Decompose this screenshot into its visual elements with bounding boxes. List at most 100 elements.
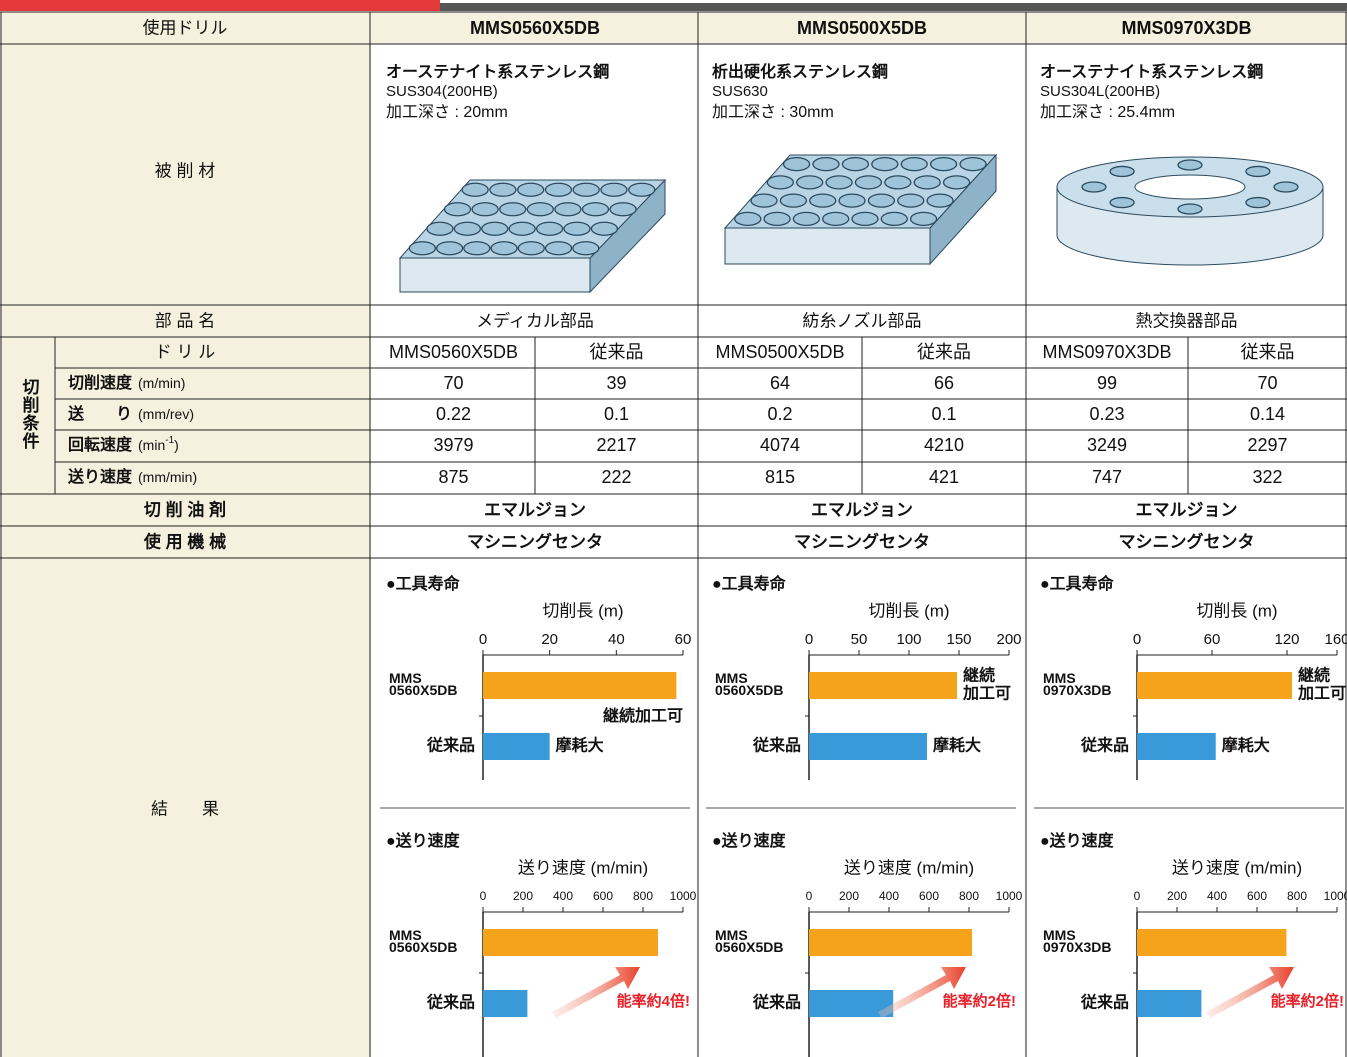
x-tick-label: 600 bbox=[593, 889, 613, 903]
illustration bbox=[909, 211, 938, 227]
drill-cell: MMS0970X3DB bbox=[1042, 342, 1171, 362]
value-cell: 747 bbox=[1092, 467, 1122, 487]
category-label: 従来品 bbox=[1080, 736, 1129, 755]
bar bbox=[1137, 733, 1216, 760]
drill-cell: 従来品 bbox=[1241, 342, 1295, 362]
x-tick-label: 400 bbox=[1207, 889, 1227, 903]
illustration bbox=[841, 156, 870, 172]
value-cell: 0.1 bbox=[931, 404, 956, 424]
category-label: 0560X5DB bbox=[715, 939, 784, 955]
value-cell: 70 bbox=[1257, 373, 1277, 393]
illustration bbox=[590, 221, 619, 236]
value-cell: 875 bbox=[438, 467, 468, 487]
x-tick-label: 120 bbox=[1274, 631, 1299, 648]
callout-arrow bbox=[878, 967, 966, 1018]
axis-title: 切削長 (m) bbox=[542, 601, 623, 620]
value-cell: 0.22 bbox=[436, 404, 471, 424]
x-tick-label: 20 bbox=[541, 631, 558, 648]
row-label-name: 切削速度 bbox=[68, 373, 133, 392]
value-cell: 64 bbox=[770, 373, 790, 393]
axis-title: 切削長 (m) bbox=[1196, 601, 1277, 620]
illustration bbox=[508, 221, 536, 236]
row-label-unit: (mm/min) bbox=[138, 469, 197, 485]
illustration bbox=[526, 202, 554, 217]
chart-title: ●工具寿命 bbox=[712, 574, 787, 593]
x-tick-label: 100 bbox=[896, 631, 921, 648]
value-cell: 2297 bbox=[1247, 435, 1287, 455]
callout-arrow bbox=[1206, 967, 1294, 1018]
illustration bbox=[535, 221, 564, 236]
header-row-bg bbox=[371, 12, 1347, 44]
illustration bbox=[443, 202, 472, 217]
row-label: 使 用 機 械 bbox=[143, 531, 226, 551]
illustration bbox=[517, 182, 545, 197]
bar bbox=[809, 672, 957, 699]
value-cell: 4074 bbox=[760, 435, 800, 455]
cell: エマルジョン bbox=[484, 500, 586, 519]
axis-title: 送り速度 (m/min) bbox=[1172, 858, 1302, 877]
x-tick-label: 40 bbox=[608, 631, 625, 648]
illustration bbox=[609, 202, 637, 217]
illustration bbox=[435, 241, 464, 256]
illustration bbox=[600, 182, 628, 197]
part-name: メディカル部品 bbox=[476, 310, 594, 330]
category-label: 従来品 bbox=[752, 993, 801, 1012]
category-label: 従来品 bbox=[1080, 993, 1129, 1012]
bar bbox=[1137, 672, 1292, 699]
illustration bbox=[563, 221, 591, 236]
illustration bbox=[628, 182, 656, 197]
callout: 能率約2倍! bbox=[943, 992, 1016, 1010]
illustration bbox=[489, 182, 517, 197]
x-tick-label: 400 bbox=[553, 889, 573, 903]
x-tick-label: 400 bbox=[879, 889, 899, 903]
x-tick-label: 1000 bbox=[1324, 889, 1347, 903]
cell: エマルジョン bbox=[1136, 500, 1238, 519]
material-grade: SUS304L(200HB) bbox=[1040, 83, 1160, 100]
illustration bbox=[766, 175, 794, 190]
machining-depth: 加工深さ : 20mm bbox=[386, 103, 508, 121]
row-label-unit: (mm/rev) bbox=[138, 406, 194, 422]
x-tick-label: 200 bbox=[996, 631, 1021, 648]
callout-arrow bbox=[552, 967, 640, 1018]
machining-depth: 加工深さ : 30mm bbox=[712, 103, 834, 121]
category-label: 0560X5DB bbox=[715, 682, 784, 698]
material-name: オーステナイト系ステンレス鋼 bbox=[1040, 62, 1263, 81]
category-label: 0560X5DB bbox=[389, 939, 458, 955]
annotation: 摩耗大 bbox=[556, 736, 604, 755]
axis-title: 送り速度 (m/min) bbox=[518, 858, 648, 877]
value-cell: 2217 bbox=[596, 435, 636, 455]
annotation: 摩耗大 bbox=[933, 736, 981, 755]
illustration bbox=[1177, 203, 1203, 215]
annotation: 摩耗大 bbox=[1222, 736, 1270, 755]
x-tick-label: 1000 bbox=[670, 889, 697, 903]
illustration bbox=[900, 156, 928, 172]
illustration bbox=[490, 241, 518, 256]
x-tick-label: 800 bbox=[633, 889, 653, 903]
row-label: 送 り (mm/rev) bbox=[67, 404, 194, 423]
part-name: 紡糸ノズル部品 bbox=[803, 311, 922, 330]
row-label-name: 回転速度 bbox=[68, 435, 133, 454]
x-tick-label: 50 bbox=[851, 631, 868, 648]
x-tick-label: 200 bbox=[1167, 889, 1187, 903]
illustration bbox=[809, 193, 837, 208]
illustration bbox=[913, 175, 941, 190]
value-cell: 0.23 bbox=[1089, 404, 1124, 424]
group-label: 切削条件 bbox=[20, 378, 41, 450]
value-cell: 39 bbox=[606, 373, 626, 393]
illustration bbox=[929, 156, 958, 172]
chart-title: ●工具寿命 bbox=[386, 574, 461, 593]
callout: 能率約2倍! bbox=[1271, 992, 1344, 1010]
illustration bbox=[897, 193, 925, 208]
illustration bbox=[884, 175, 912, 190]
axis-title: 切削長 (m) bbox=[868, 601, 949, 620]
x-tick-label: 60 bbox=[1204, 631, 1221, 648]
drill-cell: MMS0500X5DB bbox=[715, 342, 844, 362]
x-tick-label: 150 bbox=[946, 631, 971, 648]
part-name: 熱交換器部品 bbox=[1136, 311, 1238, 330]
illustration bbox=[544, 241, 573, 256]
machining-depth: 加工深さ : 25.4mm bbox=[1040, 103, 1175, 121]
drill-cell: 従来品 bbox=[917, 342, 971, 362]
value-cell: 70 bbox=[443, 373, 463, 393]
bar bbox=[809, 733, 927, 760]
illustration bbox=[959, 156, 987, 172]
